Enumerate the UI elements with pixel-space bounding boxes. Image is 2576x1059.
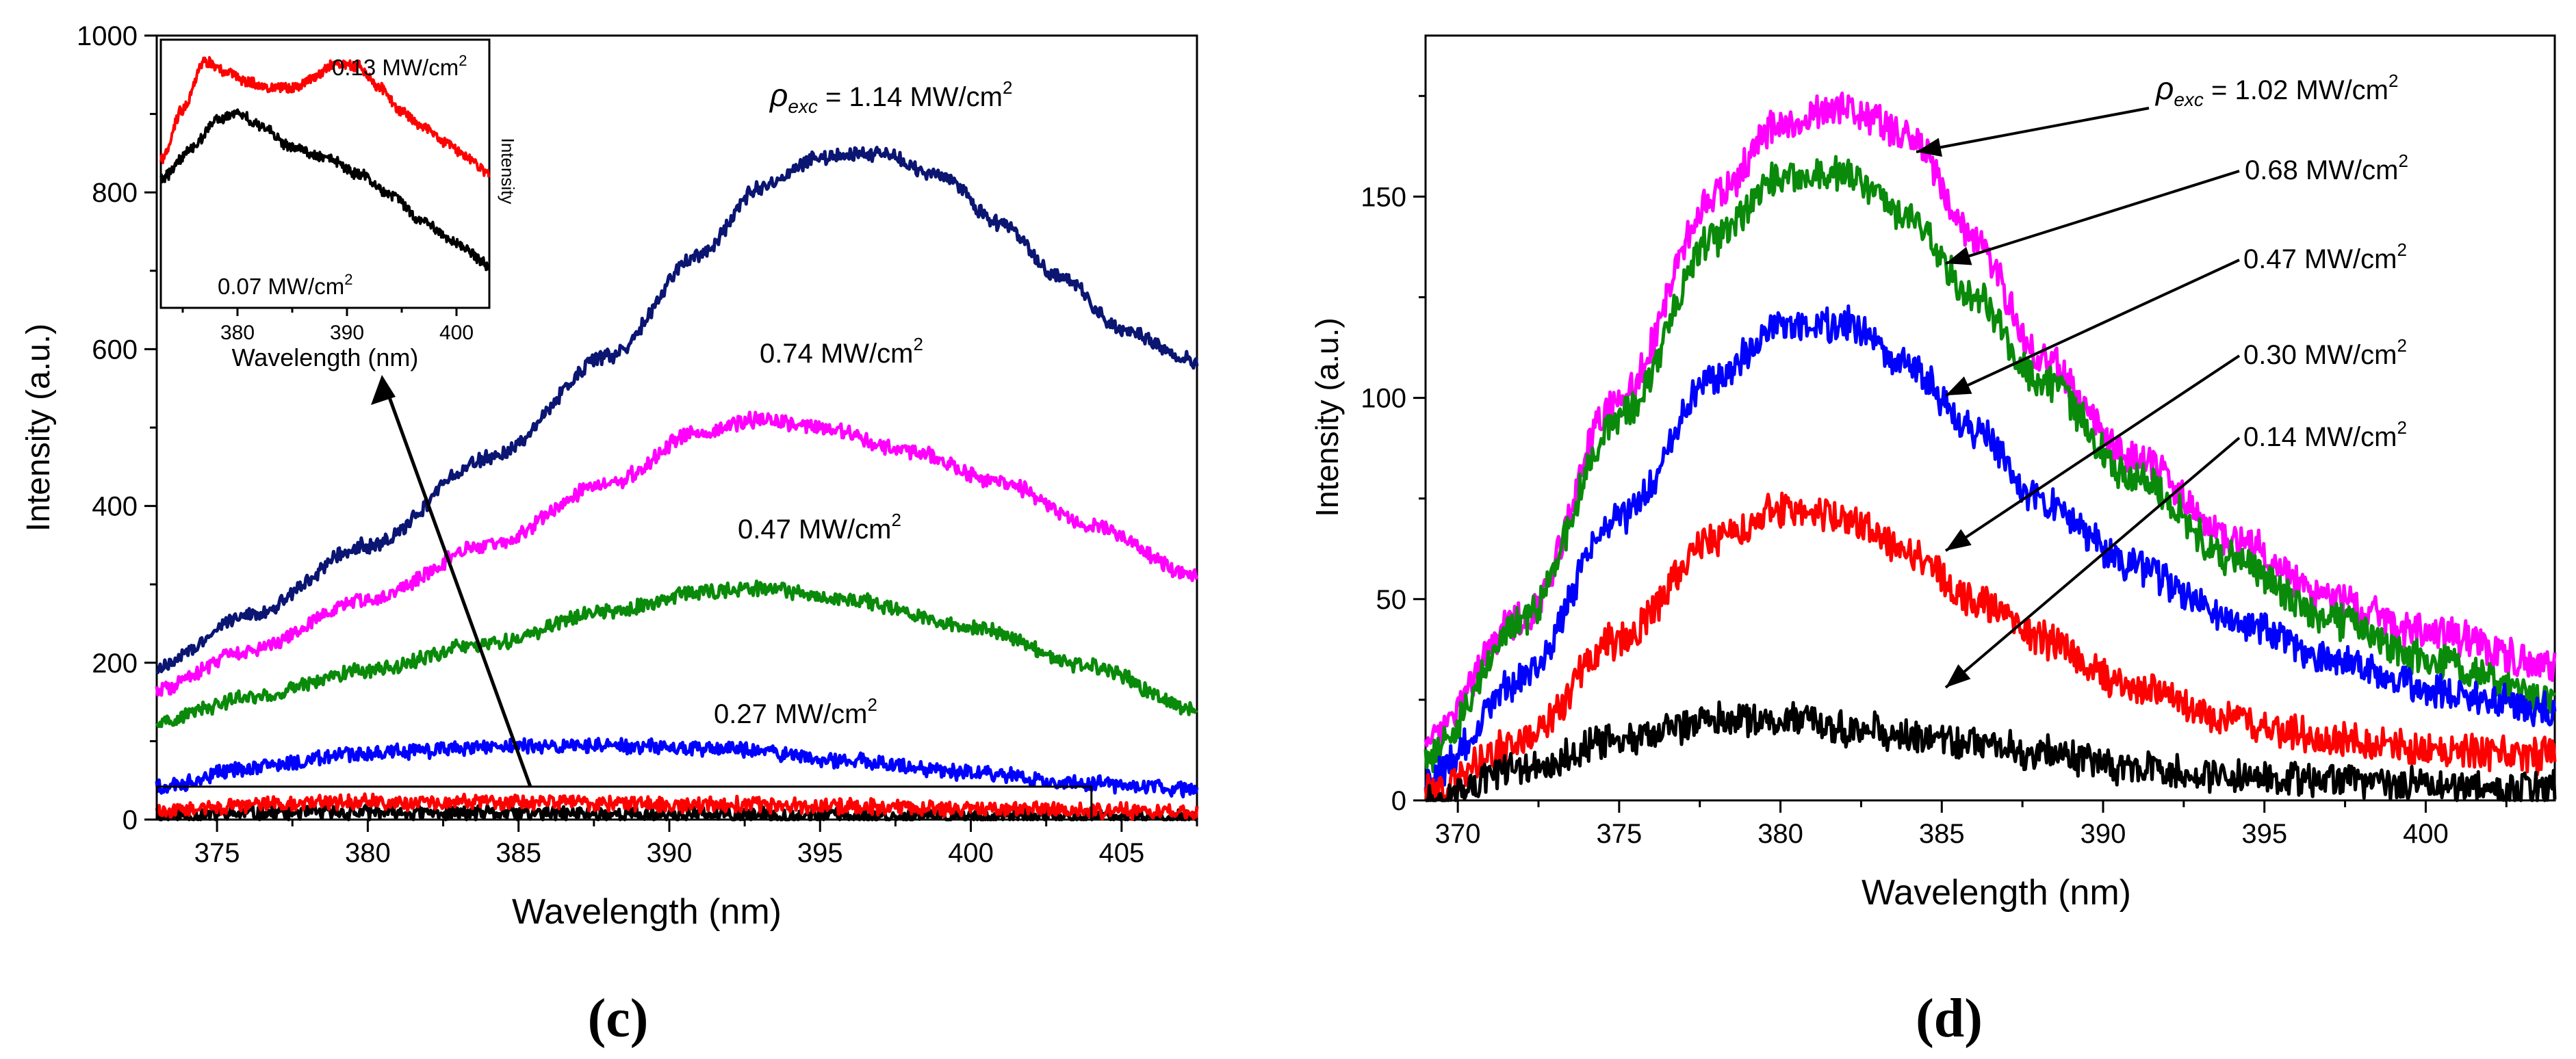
- d-x-tick-label: 400: [2403, 819, 2449, 849]
- d-annotation-rho-symbol: ρ: [2154, 70, 2174, 106]
- d-y-tick-label: 0: [1391, 786, 1406, 816]
- c-inset-x-tick-label: 400: [439, 322, 474, 344]
- c-annotation-rho: ρexc = 1.14 MW/cm2: [769, 77, 1012, 117]
- d-x-tick-label: 375: [1596, 819, 1642, 849]
- d-arrow-5: [1944, 436, 2241, 689]
- d-xlabel: Wavelength (nm): [1862, 873, 2131, 913]
- c-y-tick-label: 400: [92, 492, 138, 522]
- c-inset-background: [161, 40, 493, 310]
- d-x-tick-label: 395: [2241, 819, 2287, 849]
- d-annotation-rho-value: = 1.02 MW/cm: [2204, 75, 2388, 105]
- c-inset-series-line-1: [159, 55, 491, 178]
- c-inset-x-tick-label: 380: [220, 322, 255, 344]
- d-annotation-rho: ρexc = 1.02 MW/cm2: [2154, 70, 2398, 110]
- c-x-tick-label: 390: [647, 838, 693, 868]
- c-inset-annotation-013: 0.13 MW/cm2: [332, 52, 467, 80]
- d-x-tick-label: 385: [1919, 819, 1965, 849]
- c-inset: 380 390 400 Wavelength (nm) Intensity 0.13…: [159, 38, 518, 371]
- c-x-tick-label: 405: [1098, 838, 1144, 868]
- c-annotation-rho-sub: exc: [788, 96, 818, 117]
- d-arrows: [1916, 107, 2241, 689]
- d-arrow-4: [1944, 354, 2241, 552]
- d-series-line-5: [1425, 700, 2557, 802]
- c-series-line-5: [155, 410, 1199, 697]
- c-annotation-027: 0.27 MW/cm2: [714, 694, 877, 729]
- d-series-line-4: [1424, 491, 2557, 802]
- d-arrow-head-1: [1916, 138, 1942, 157]
- d-annotation-rho-sup: 2: [2388, 70, 2398, 91]
- c-annotation-074: 0.74 MW/cm2: [760, 334, 923, 369]
- d-arrow-head-3: [1946, 376, 1972, 395]
- c-inset-annotation-007: 0.07 MW/cm2: [218, 271, 352, 299]
- c-y-tick-label: 200: [92, 649, 138, 679]
- c-inset-series-layer: [159, 55, 491, 272]
- d-x-tick-label: 390: [2081, 819, 2126, 849]
- d-annotation-030: 0.30 MW/cm2: [2243, 335, 2407, 370]
- d-arrow-head-2: [1946, 246, 1972, 265]
- d-plot-frame: [1424, 34, 2556, 802]
- d-x-tick-label: 380: [1757, 819, 1803, 849]
- c-x-tick-label: 385: [495, 838, 541, 868]
- d-series-line-1: [1424, 91, 2557, 748]
- d-axes-layer: 370 375 380 385 390 395 400 0 50 100 150: [1361, 94, 2508, 849]
- c-annotation-047: 0.47 MW/cm2: [738, 510, 901, 545]
- c-inset-x-tick-label: 390: [330, 322, 364, 344]
- d-annotation-rho-sub: exc: [2174, 89, 2204, 110]
- c-y-tick-label: 600: [92, 335, 138, 365]
- d-arrow-3: [1945, 259, 2240, 397]
- c-x-tick-label: 375: [194, 838, 240, 868]
- d-series-layer: [1424, 91, 2557, 802]
- c-inset-xlabel: Wavelength (nm): [232, 343, 419, 371]
- c-annotation-rho-symbol: ρ: [769, 77, 788, 113]
- c-axes-layer: 375 380 385 390 395 400 405 0 200 400 600 800 1000: [77, 21, 1198, 868]
- c-x-tick-label: 395: [797, 838, 843, 868]
- c-y-tick-label: 800: [92, 178, 138, 208]
- c-xlabel: Wavelength (nm): [512, 892, 782, 932]
- c-series-line-6: [155, 146, 1199, 675]
- d-annotation-014: 0.14 MW/cm2: [2243, 417, 2407, 452]
- d-series-line-2: [1424, 155, 2557, 774]
- panel-d-chart: 370 375 380 385 390 395 400 0 50 100 150 Intensity…: [1309, 34, 2557, 913]
- c-y-tick-label: 0: [123, 805, 138, 835]
- panel-label-d: (d): [1916, 989, 1983, 1049]
- c-zoom-box: [155, 785, 1093, 821]
- c-zoom-arrow-head: [371, 375, 396, 405]
- c-ylabel: Intensity (a.u.): [21, 324, 57, 532]
- c-inset-ylabel: Intensity: [498, 138, 518, 205]
- c-y-tick-label: 1000: [77, 21, 138, 51]
- d-arrow-head-5: [1946, 664, 1971, 688]
- c-x-tick-label: 380: [345, 838, 391, 868]
- d-annotation-047: 0.47 MW/cm2: [2243, 239, 2407, 274]
- d-arrow-2: [1945, 170, 2240, 265]
- c-x-tick-label: 400: [948, 838, 994, 868]
- c-series-line-2: [155, 792, 1199, 822]
- d-series-line-3: [1424, 304, 2557, 798]
- c-series-line-4: [155, 579, 1198, 729]
- d-annotation-068: 0.68 MW/cm2: [2245, 151, 2408, 185]
- d-y-tick-label: 100: [1361, 384, 1406, 414]
- panel-label-c: (c): [588, 989, 649, 1049]
- c-inset-axes-layer: 380 390 400: [181, 308, 474, 344]
- c-inset-series-line-2: [159, 108, 490, 272]
- d-x-tick-label: 370: [1435, 819, 1481, 849]
- c-zoom-arrow: [385, 389, 532, 787]
- d-arrow-1: [1916, 107, 2150, 153]
- panel-c-chart: 375 380 385 390 395 400 405 0 200 400 600 800 1000 I…: [21, 21, 1199, 932]
- c-annotation-rho-value: = 1.14 MW/cm: [818, 82, 1003, 112]
- c-series-line-3: [155, 737, 1199, 799]
- d-arrow-head-4: [1946, 529, 1972, 551]
- d-y-tick-label: 150: [1361, 182, 1406, 212]
- c-annotation-rho-sup: 2: [1003, 77, 1012, 98]
- d-y-tick-label: 50: [1376, 585, 1407, 615]
- d-ylabel: Intensity (a.u.): [1309, 317, 1345, 517]
